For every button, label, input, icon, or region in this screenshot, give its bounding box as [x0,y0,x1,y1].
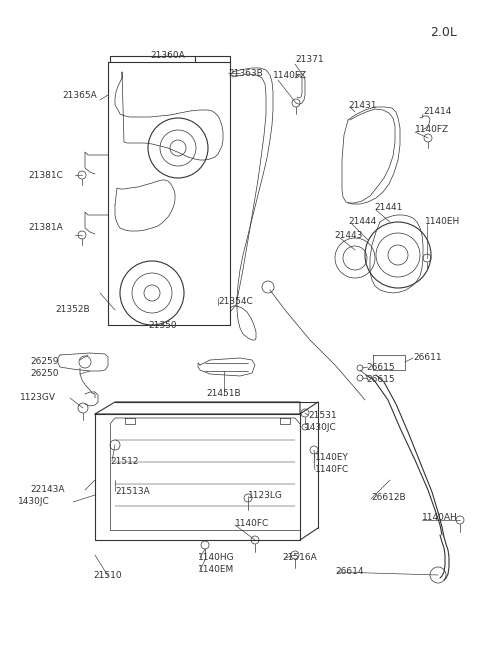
Text: 21414: 21414 [423,107,451,117]
Text: 21371: 21371 [295,56,324,64]
Text: 21381A: 21381A [28,223,63,233]
Text: 2.0L: 2.0L [430,26,457,39]
Text: 21360A: 21360A [151,50,185,60]
Text: 1123LG: 1123LG [248,491,283,500]
Text: 1140FC: 1140FC [315,466,349,474]
Text: 26612B: 26612B [371,493,406,502]
Text: 21510: 21510 [94,572,122,580]
Text: 21352B: 21352B [55,305,90,314]
Text: 22143A: 22143A [30,485,64,495]
Text: 21513A: 21513A [115,487,150,495]
Text: 21381C: 21381C [28,170,63,179]
Text: 1123GV: 1123GV [20,392,56,402]
Text: 1140AH: 1140AH [422,514,458,523]
Text: 21451B: 21451B [207,388,241,398]
Text: 1430JC: 1430JC [18,498,50,506]
Text: 1140FC: 1140FC [235,519,269,529]
Text: 21441: 21441 [374,204,402,212]
Text: 26259: 26259 [30,358,59,367]
Text: 26614: 26614 [335,567,363,576]
Text: 21354C: 21354C [218,297,253,307]
Text: 21443: 21443 [334,231,362,240]
Text: 1140FZ: 1140FZ [273,71,307,81]
Text: 26611: 26611 [413,354,442,362]
Text: 1140FZ: 1140FZ [415,126,449,134]
Text: 1140EM: 1140EM [198,565,234,574]
Text: 1140HG: 1140HG [198,553,235,563]
Text: 26615: 26615 [366,362,395,371]
Text: 21516A: 21516A [282,553,317,561]
Text: 26615: 26615 [366,375,395,383]
Text: 1140EH: 1140EH [425,217,460,227]
Text: 21350: 21350 [148,320,177,329]
Text: 1430JC: 1430JC [305,422,337,432]
Text: 21363B: 21363B [228,69,263,77]
Text: 21531: 21531 [308,411,336,419]
Text: 21365A: 21365A [62,90,97,100]
Text: 21444: 21444 [348,217,376,227]
Text: 26250: 26250 [30,369,59,379]
Text: 21512: 21512 [110,457,139,466]
Text: 1140EY: 1140EY [315,453,349,462]
Text: 21431: 21431 [348,100,376,109]
